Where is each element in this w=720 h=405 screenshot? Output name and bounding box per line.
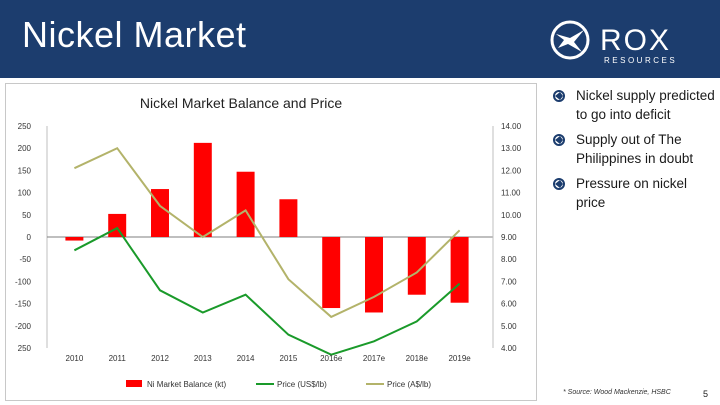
legend-label: Ni Market Balance (kt) [147,380,226,389]
left-tick-label: 50 [22,211,31,220]
source-note: * Source: Wood Mackenzie, HSBC [563,389,671,396]
bullet-item: Supply out of The Philippines in doubt [553,131,718,168]
balance-bar [193,142,212,237]
x-tick-label: 2018e [406,354,429,363]
right-tick-label: 13.00 [501,144,522,153]
bullet-text: Pressure on nickel price [576,176,688,210]
x-tick-label: 2011 [109,354,127,363]
bullet-icon [553,90,565,102]
logo-brand: ROX [600,24,671,57]
x-tick-label: 2015 [280,354,298,363]
left-tick-label: -100 [15,277,32,286]
bullet-icon [553,134,565,146]
page-title: Nickel Market [22,14,247,55]
balance-bar [236,171,255,237]
nickel-chart: Nickel Market Balance and Price 250 200 15… [15,95,522,389]
left-tick-label: -150 [15,300,32,309]
logo-sub: RESOURCES [604,56,677,65]
left-tick-label: 0 [27,233,32,242]
left-tick-label: -50 [19,255,31,264]
bullet-icon [553,178,565,190]
left-tick-label: 250 [18,344,32,353]
chart-title: Nickel Market Balance and Price [140,95,343,111]
balance-bar [279,199,298,237]
left-tick-label: -200 [15,322,32,331]
balance-bar [108,213,127,237]
balance-bar [65,237,84,241]
bullet-list: Nickel supply predicted to go into defic… [553,87,718,219]
right-tick-label: 9.00 [501,233,517,242]
x-tick-label: 2013 [194,354,212,363]
left-tick-label: 250 [18,122,32,131]
legend-label: Price (US$/lb) [277,380,327,389]
bullet-item: Nickel supply predicted to go into defic… [553,87,718,124]
right-tick-label: 12.00 [501,166,522,175]
right-tick-label: 11.00 [501,189,521,198]
balance-bar [407,237,426,295]
right-tick-label: 14.00 [501,122,522,131]
right-tick-label: 7.00 [501,277,517,286]
left-tick-label: 150 [18,166,32,175]
chart-container: Nickel Market Balance and Price 250 200 15… [5,83,537,401]
right-tick-label: 10.00 [501,211,522,220]
x-tick-label: 2017e [363,354,386,363]
x-tick-label: 2016e [320,354,343,363]
left-tick-label: 100 [18,189,32,198]
rox-resources-logo: ROX RESOURCES [550,20,677,65]
left-tick-label: 200 [18,144,32,153]
right-tick-label: 6.00 [501,300,517,309]
right-tick-label: 8.00 [501,255,517,264]
legend-swatch-bar [126,380,142,387]
bullet-text: Nickel supply predicted to go into defic… [576,88,715,122]
bullet-item: Pressure on nickel price [553,175,718,212]
right-tick-label: 4.00 [501,344,517,353]
aud-price-line [73,146,461,319]
right-tick-label: 5.00 [501,322,517,331]
x-tick-label: 2010 [66,354,84,363]
bullet-text: Supply out of The Philippines in doubt [576,132,694,166]
balance-bar [365,237,383,313]
x-tick-label: 2019e [448,354,471,363]
balance-bar [450,237,469,303]
usd-price-line [73,226,461,356]
page-number: 5 [703,389,709,399]
x-tick-label: 2014 [237,354,255,363]
legend-label: Price (A$/lb) [387,380,431,389]
header-bar: Nickel Market ROX RESOURCES [0,0,720,78]
balance-bar [322,237,341,309]
x-tick-label: 2012 [151,354,169,363]
